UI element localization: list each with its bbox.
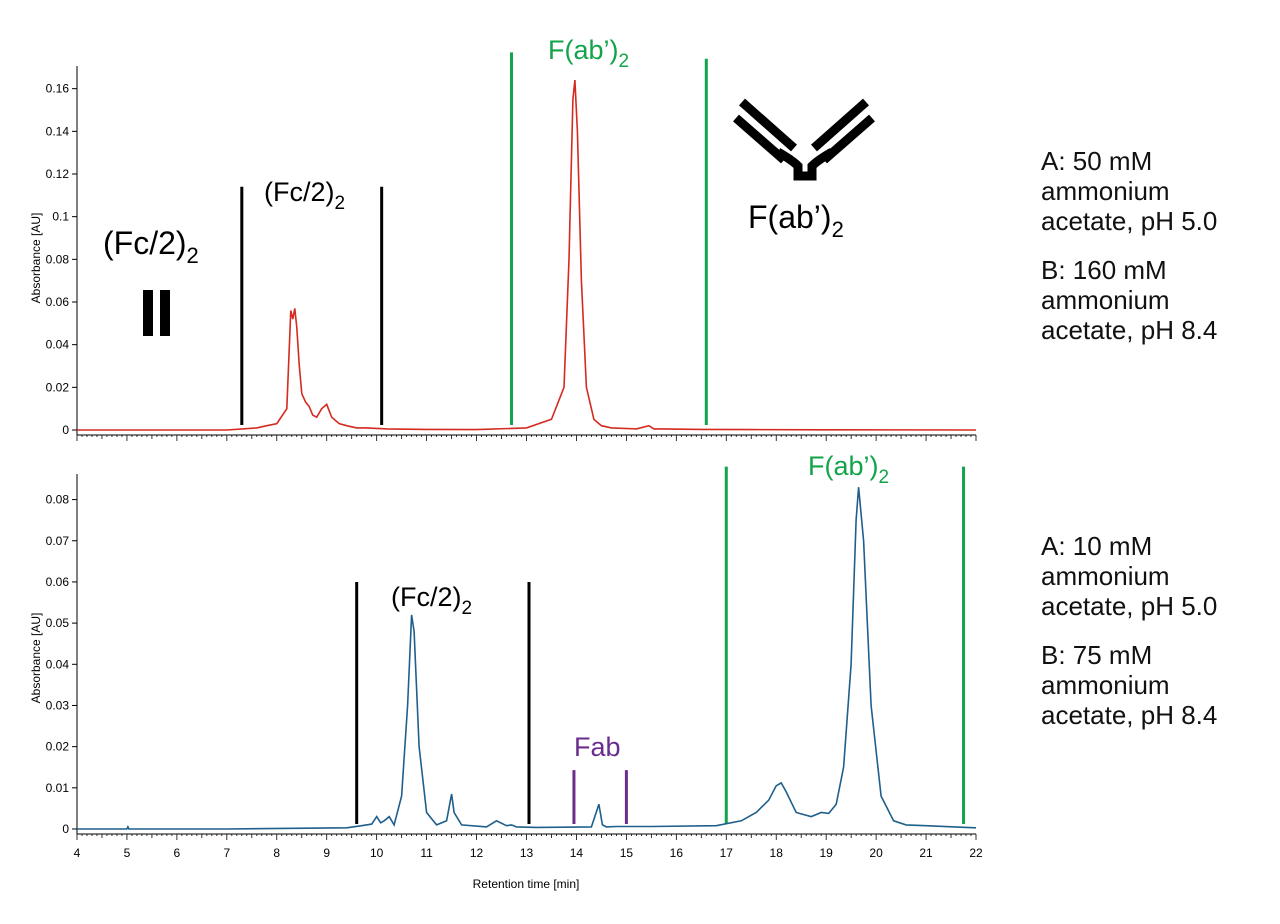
bottom-x-tick-label: 10 [370, 846, 384, 860]
top-y-axis-label: Absorbance [AU] [29, 213, 43, 304]
bottom-x-tick-label: 20 [869, 846, 883, 860]
bottom-condition-a-line-1: A: 10 mM [1041, 531, 1153, 561]
bottom-x-tick-label: 13 [520, 846, 534, 860]
bottom-condition-b-line-2: ammonium [1041, 670, 1170, 700]
top-chromatogram-trace [77, 80, 977, 431]
bottom-condition-b-line-1: B: 75 mM [1041, 640, 1153, 670]
bottom-x-tick-label: 16 [670, 846, 684, 860]
bottom-x-tick-label: 7 [223, 846, 230, 860]
bottom-x-tick-label: 15 [620, 846, 634, 860]
bottom-label-fc2: (Fc/2)2 [391, 582, 472, 619]
bottom-axes: 0 0.01 0.02 0.03 0.04 0.05 0.06 0.07 0.08 4 5 6 7 8 9 1… [46, 474, 983, 860]
bottom-x-tick-label: 5 [124, 846, 131, 860]
bottom-y-tick-label: 0.01 [46, 781, 70, 795]
bottom-conditions: A: 10 mM ammonium acetate, pH 5.0 B: 75 … [1041, 531, 1276, 730]
bottom-x-tick-label: 17 [720, 846, 734, 860]
top-region-markers [240, 52, 708, 425]
top-condition-a-line-1: A: 50 mM [1041, 146, 1153, 176]
top-label-fc2-left: (Fc/2)2 [103, 225, 199, 268]
bottom-label-fab: Fab [574, 732, 621, 762]
bottom-y-tick-label: 0.05 [46, 616, 70, 630]
top-y-tick-label: 0.04 [46, 338, 70, 352]
top-y-tick-label: 0.1 [52, 210, 69, 224]
bottom-x-tick-label: 19 [819, 846, 833, 860]
top-condition-a-line-2: ammonium [1041, 176, 1170, 206]
top-y-tick-label: 0.06 [46, 295, 70, 309]
bottom-x-tick-label: 12 [470, 846, 484, 860]
bottom-y-tick-label: 0.04 [46, 657, 70, 671]
bottom-x-tick-label: 11 [420, 846, 433, 860]
bottom-condition-a-line-3: acetate, pH 5.0 [1041, 591, 1218, 621]
top-label-fab2-black: F(ab’)2 [748, 199, 844, 242]
bottom-condition-b-line-3: acetate, pH 8.4 [1041, 700, 1218, 730]
bottom-panel: 0 0.01 0.02 0.03 0.04 0.05 0.06 0.07 0.08 4 5 6 7 8 9 1… [29, 451, 983, 891]
bottom-x-tick-label: 8 [273, 846, 280, 860]
bottom-y-axis-label: Absorbance [AU] [29, 613, 43, 704]
top-y-tick-label: 0.02 [46, 380, 70, 394]
top-label-fc2-inner: (Fc/2)2 [264, 177, 345, 214]
bottom-region-markers [355, 466, 966, 824]
bottom-x-tick-label: 18 [770, 846, 784, 860]
fab2-fragment-icon [733, 98, 875, 181]
top-conditions: A: 50 mM ammonium acetate, pH 5.0 B: 160… [1041, 146, 1276, 345]
top-y-tick-label: 0.14 [46, 124, 70, 138]
bottom-x-tick-label: 14 [570, 846, 584, 860]
top-label-fab2-green: F(ab’)2 [548, 35, 629, 72]
bottom-y-tick-label: 0.03 [46, 698, 70, 712]
bottom-y-tick-label: 0.08 [46, 493, 70, 507]
bottom-chromatogram-trace [77, 487, 977, 830]
bottom-condition-a-line-2: ammonium [1041, 561, 1170, 591]
top-condition-b-line-2: ammonium [1041, 285, 1170, 315]
top-panel: 0 0.02 0.04 0.06 0.08 0.1 0.12 0.14 0.16 Absorba… [29, 35, 977, 441]
bottom-y-tick-label: 0.07 [46, 534, 70, 548]
top-axes: 0 0.02 0.04 0.06 0.08 0.1 0.12 0.14 0.16 [46, 66, 977, 441]
bottom-x-tick-label: 9 [323, 846, 330, 860]
bottom-x-tick-label: 21 [919, 846, 933, 860]
top-condition-b-line-1: B: 160 mM [1041, 255, 1167, 285]
equals-bars-glyph [143, 290, 170, 336]
top-y-tick-label: 0 [62, 423, 69, 437]
bottom-x-tick-label: 6 [174, 846, 181, 860]
bottom-y-tick-label: 0.02 [46, 740, 70, 754]
bottom-y-tick-label: 0.06 [46, 575, 70, 589]
bottom-x-tick-label: 4 [74, 846, 81, 860]
bottom-y-tick-label: 0 [62, 822, 69, 836]
top-y-tick-label: 0.16 [46, 82, 70, 96]
top-y-tick-label: 0.08 [46, 252, 70, 266]
top-condition-b-line-3: acetate, pH 8.4 [1041, 315, 1218, 345]
bottom-label-fab2-green: F(ab’)2 [808, 451, 889, 488]
bottom-x-tick-label: 22 [969, 846, 983, 860]
top-condition-a-line-3: acetate, pH 5.0 [1041, 206, 1218, 236]
top-y-tick-label: 0.12 [46, 167, 70, 181]
bottom-x-axis-label: Retention time [min] [473, 877, 580, 891]
